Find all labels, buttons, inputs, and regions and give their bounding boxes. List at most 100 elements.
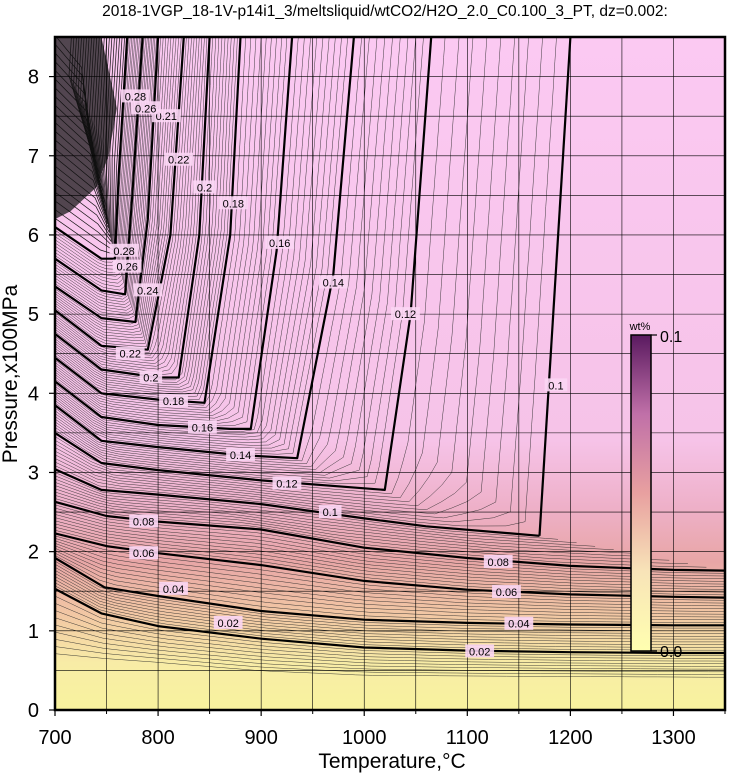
fine-contour	[55, 485, 633, 554]
fine-contour	[55, 540, 725, 607]
contour-label-text: 0.1	[323, 507, 338, 519]
contour-label-text: 0.22	[168, 155, 189, 167]
fine-contour	[55, 526, 725, 593]
contour-label-bg	[265, 235, 295, 249]
x-axis-label: Temperature,°C	[318, 750, 465, 773]
contour-label: 0.1	[318, 505, 342, 519]
colorbar: wt% 0.1 0.0	[629, 321, 683, 661]
fine-contour	[55, 37, 208, 375]
contour-label-text: 0.04	[163, 584, 184, 596]
contour-label-bg	[188, 420, 217, 434]
fine-contour	[55, 37, 348, 455]
contour-label-bg	[159, 394, 188, 408]
contour-label-text: 0.04	[508, 619, 529, 631]
contour-label-bg	[139, 370, 163, 384]
fine-contour	[55, 495, 688, 564]
contour-label-bg	[544, 378, 568, 392]
contour-label: 0.26	[112, 259, 142, 274]
fine-contour	[55, 37, 557, 527]
contour-label: 0.08	[129, 514, 159, 529]
major-contour-0.02	[55, 587, 725, 655]
fine-contour	[55, 37, 192, 359]
contour-label: 0.18	[218, 196, 248, 210]
fine-contour	[55, 511, 725, 579]
fine-contour	[55, 37, 187, 353]
fine-contour	[55, 491, 670, 561]
chart-title: 2018-1VGP_18-1V-p14i1_3/meltsliquid/wtCO…	[102, 3, 668, 20]
colorbar-gradient	[630, 334, 652, 652]
x-tick-label: 1000	[342, 727, 387, 749]
fine-contour	[55, 570, 725, 637]
fine-contour	[55, 37, 272, 419]
fine-contour	[55, 37, 113, 233]
fine-contour	[55, 37, 96, 163]
fine-contour	[55, 37, 179, 344]
y-tick-label: 6	[28, 225, 39, 247]
contour-label-bg	[483, 554, 513, 568]
fine-contour	[55, 37, 299, 432]
fine-contour	[55, 37, 97, 168]
contour-label-text: 0.06	[133, 548, 154, 560]
fine-contour	[55, 475, 577, 544]
contour-label-bg	[318, 275, 348, 289]
fine-contour	[55, 482, 614, 550]
contour-label-bg	[131, 101, 161, 115]
contour-label: 0.06	[129, 546, 159, 560]
fine-contour	[55, 624, 725, 667]
fine-contour	[55, 37, 164, 328]
contour-label-bg	[112, 259, 142, 273]
fine-contour	[55, 37, 262, 414]
y-tick-label: 4	[28, 383, 39, 405]
grid-lines	[55, 37, 725, 710]
fine-contour	[55, 514, 725, 582]
fine-contour	[55, 488, 651, 557]
fine-contour	[55, 37, 446, 495]
contour-label-text: 0.12	[276, 479, 297, 491]
fine-contour	[55, 582, 725, 648]
fine-contour	[55, 37, 129, 263]
fine-contour	[55, 37, 174, 339]
contour-label-bg	[129, 514, 159, 528]
fine-contour	[55, 37, 409, 479]
fine-contour	[55, 37, 502, 511]
fine-contour	[55, 37, 246, 406]
contour-label-text: 0.26	[116, 262, 137, 274]
fine-contour	[55, 37, 232, 395]
fine-contour	[55, 617, 725, 665]
fine-contour	[55, 37, 424, 485]
contour-label-bg	[226, 448, 255, 462]
contour-label: 0.2	[139, 370, 163, 384]
contour-label-text: 0.26	[135, 103, 156, 115]
x-tick-label: 1100	[446, 727, 489, 749]
fine-contour	[55, 530, 725, 596]
contour-label-bg	[129, 546, 159, 560]
fine-contour	[55, 507, 725, 577]
x-tick-label: 1200	[548, 727, 593, 749]
fine-contour	[55, 37, 172, 336]
major-contour-0.1	[55, 468, 540, 537]
fine-contour	[55, 37, 318, 441]
fine-contour	[55, 576, 725, 643]
x-tick-label: 900	[244, 727, 277, 749]
fine-contour	[55, 37, 336, 449]
contour-label-text: 0.06	[496, 587, 517, 599]
contour-label-bg	[213, 615, 243, 629]
contour-label-bg	[193, 180, 216, 194]
contour-label-bg	[492, 585, 521, 599]
fine-contour	[55, 37, 213, 381]
fine-contour	[55, 37, 97, 172]
fine-contour	[55, 37, 200, 367]
major-contour-0.26	[55, 37, 144, 296]
contour-label-text: 0.16	[269, 238, 290, 250]
fine-contour	[55, 37, 257, 411]
contour-label: 0.24	[133, 283, 163, 297]
contour-label: 0.2	[193, 180, 216, 194]
fine-contour	[55, 37, 167, 330]
contour-label-text: 0.02	[469, 646, 490, 658]
contour-label: 0.04	[504, 616, 534, 631]
fine-contour	[55, 520, 725, 588]
fine-contour	[55, 523, 725, 590]
fine-contour	[55, 37, 108, 225]
contour-label: 0.02	[465, 644, 495, 658]
